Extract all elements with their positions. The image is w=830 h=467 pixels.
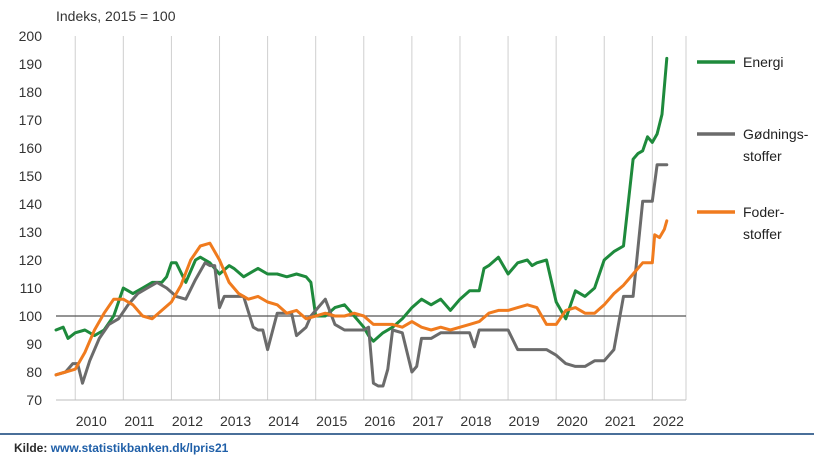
line-chart: Indeks, 2015 = 100 70 80 90 100 110 120 130 140… [0, 0, 830, 440]
source-label: Kilde: [14, 441, 47, 455]
x-tick-2022: 2022 [653, 413, 684, 429]
y-tick-130: 130 [19, 224, 43, 240]
x-tick-2013: 2013 [220, 413, 251, 429]
y-tick-80: 80 [26, 364, 42, 380]
y-tick-90: 90 [26, 336, 42, 352]
footer-rule [0, 433, 814, 435]
y-tick-110: 110 [20, 280, 43, 296]
x-tick-2020: 2020 [557, 413, 588, 429]
series-line-0 [56, 58, 667, 341]
y-tick-180: 180 [19, 84, 43, 100]
vertical-gridlines [75, 36, 686, 400]
y-tick-labels: 70 80 90 100 110 120 130 140 150 160 170 180 190 200 [19, 28, 43, 408]
x-tick-2021: 2021 [605, 413, 636, 429]
y-axis-label: Indeks, 2015 = 100 [56, 8, 176, 24]
legend-label-0: Energi [743, 54, 783, 70]
source-link[interactable]: www.statistikbanken.dk/lpris21 [51, 441, 229, 455]
x-tick-labels: 2010 2011 2012 2013 2014 2015 2016 2017 2018 2019… [76, 413, 684, 429]
y-tick-200: 200 [19, 28, 43, 44]
y-tick-140: 140 [19, 196, 43, 212]
x-tick-2015: 2015 [316, 413, 347, 429]
x-tick-2011: 2011 [124, 413, 154, 429]
y-tick-150: 150 [19, 168, 43, 184]
x-tick-2019: 2019 [509, 413, 540, 429]
x-tick-2016: 2016 [364, 413, 395, 429]
x-tick-2018: 2018 [460, 413, 491, 429]
x-tick-2014: 2014 [268, 413, 299, 429]
series-line-2 [56, 221, 667, 375]
source-note: Kilde: www.statistikbanken.dk/lpris21 [14, 441, 228, 455]
legend-label-1: Gødnings-stoffer [743, 126, 809, 164]
y-tick-120: 120 [19, 252, 43, 268]
x-tick-2010: 2010 [76, 413, 107, 429]
y-tick-70: 70 [26, 392, 42, 408]
y-tick-190: 190 [19, 56, 43, 72]
y-tick-170: 170 [19, 112, 43, 128]
x-tick-2017: 2017 [412, 413, 443, 429]
series-line-1 [56, 165, 667, 386]
legend: Energi Gødnings-stoffer Foder-stoffer [697, 54, 809, 242]
series-lines [56, 58, 667, 386]
legend-label-2: Foder-stoffer [743, 204, 785, 242]
x-tick-2012: 2012 [172, 413, 203, 429]
y-tick-100: 100 [19, 308, 43, 324]
y-tick-160: 160 [19, 140, 43, 156]
